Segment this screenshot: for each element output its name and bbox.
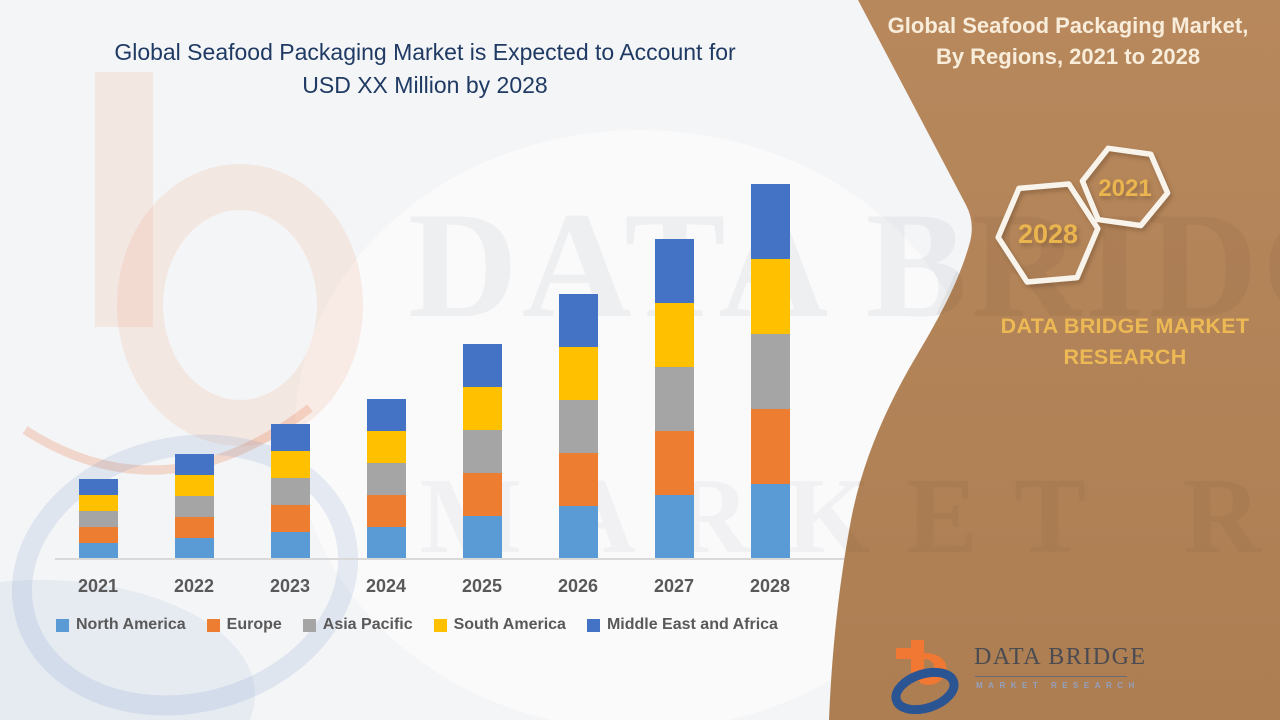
legend-item-middle-east-and-africa: Middle East and Africa [586, 616, 778, 634]
chart-title-line-1: Global Seafood Packaging Market is Expec… [114, 39, 736, 65]
hexagon-badge-2021-shape [1079, 145, 1171, 229]
bar-segment-2028-north-america [750, 484, 790, 559]
legend-swatch-middle-east-and-africa [586, 619, 600, 632]
x-axis-label-2027: 2027 [653, 576, 695, 596]
bar-segment-2028-middle-east-and-africa [750, 184, 790, 259]
legend-label-middle-east-and-africa: Middle East and Africa [606, 616, 778, 633]
sidebar-title: Global Seafood Packaging Market, By Regi… [868, 11, 1268, 73]
bar-segment-2028-europe [750, 409, 790, 484]
bar-segment-2024-middle-east-and-africa [366, 399, 406, 431]
bar-segment-2021-middle-east-and-africa [78, 479, 118, 495]
watermark-b-stem [95, 72, 153, 327]
legend-label-north-america: North America [76, 616, 186, 633]
logo-underline [975, 676, 1127, 677]
bar-segment-2028-south-america [750, 259, 790, 334]
watermark-b-bowl [117, 164, 363, 446]
bar-segment-2024-europe [366, 495, 406, 527]
legend-item-asia-pacific: Asia Pacific [302, 616, 413, 634]
legend-swatch-asia-pacific [302, 619, 316, 632]
bar-segment-2027-north-america [654, 495, 694, 559]
bar-segment-2024-south-america [366, 431, 406, 463]
logo-b-arm [896, 648, 919, 659]
sidebar-panel [829, 0, 1280, 720]
badge-year-2021: 2021 [1098, 175, 1151, 202]
bar-segment-2023-europe [270, 505, 310, 532]
x-axis-label-2023: 2023 [269, 576, 311, 596]
bar-segment-2022-europe [174, 517, 214, 538]
bar-segment-2026-asia-pacific [558, 400, 598, 453]
bar-segment-2023-north-america [270, 532, 310, 559]
bar-segment-2025-north-america [462, 516, 502, 559]
x-axis-label-2025: 2025 [461, 576, 503, 596]
watermark-swoosh-fill [0, 580, 255, 720]
sidebar-brand-text: DATA BRIDGE MARKET RESEARCH [1000, 314, 1250, 369]
legend-swatch-south-america [433, 619, 447, 632]
bar-segment-2026-south-america [558, 347, 598, 400]
bar-segment-2025-middle-east-and-africa [462, 344, 502, 387]
bar-segment-2021-asia-pacific [78, 511, 118, 527]
bar-segment-2021-europe [78, 527, 118, 543]
chart-title: Global Seafood Packaging Market is Expec… [85, 36, 765, 101]
bar-segment-2023-middle-east-and-africa [270, 424, 310, 451]
legend-swatch-europe [206, 619, 220, 632]
sidebar-title-line-2: By Regions, 2021 to 2028 [935, 43, 1201, 69]
bar-segment-2022-asia-pacific [174, 496, 214, 517]
bar-segment-2026-middle-east-and-africa [558, 294, 598, 347]
x-axis-label-2024: 2024 [365, 576, 407, 596]
legend-swatch-north-america [56, 619, 69, 632]
bar-segment-2021-south-america [78, 495, 118, 511]
bar-segment-2027-middle-east-and-africa [654, 239, 694, 303]
x-axis-line [55, 558, 847, 560]
x-axis-label-2022: 2022 [173, 576, 215, 596]
x-axis-label-2021: 2021 [77, 576, 119, 596]
logo-subtitle: MARKET RESEARCH [976, 681, 1140, 690]
bar-segment-2023-asia-pacific [270, 478, 310, 505]
bar-segment-2027-europe [654, 431, 694, 495]
data-bridge-logo-icon [891, 640, 959, 714]
bar-segment-2022-north-america [174, 538, 214, 559]
watermark-highlight-ellipse [295, 130, 985, 720]
logo-wordmark: DATA BRIDGE [974, 644, 1147, 670]
legend-label-south-america: South America [453, 616, 566, 633]
bar-segment-2026-north-america [558, 506, 598, 559]
bar-segment-2027-south-america [654, 303, 694, 367]
chart-legend: North America Europe Asia Pacific South Ame… [56, 616, 778, 634]
legend-label-asia-pacific: Asia Pacific [322, 616, 413, 633]
x-axis-label-2026: 2026 [557, 576, 599, 596]
hexagon-badge-2028-shape [995, 181, 1101, 285]
legend-item-south-america: South America [433, 616, 566, 634]
watermark-swoosh-ring [11, 434, 359, 716]
bar-segment-2026-europe [558, 453, 598, 506]
brand-logo: DATA BRIDGE MARKET RESEARCH [890, 636, 1220, 716]
x-axis-label-2028: 2028 [749, 576, 791, 596]
badge-year-2028: 2028 [1018, 219, 1078, 249]
bar-segment-2025-asia-pacific [462, 430, 502, 473]
bar-segment-2027-asia-pacific [654, 367, 694, 431]
bar-segment-2028-asia-pacific [750, 334, 790, 409]
bar-segment-2025-south-america [462, 387, 502, 430]
logo-swoosh [891, 667, 959, 714]
bar-segment-2024-asia-pacific [366, 463, 406, 495]
sidebar-title-line-1: Global Seafood Packaging Market, [887, 13, 1249, 38]
chart-title-line-2: USD XX Million by 2028 [302, 71, 548, 98]
bar-segment-2021-north-america [78, 543, 118, 559]
bar-segment-2024-north-america [366, 527, 406, 559]
bar-segment-2022-south-america [174, 475, 214, 496]
bar-segment-2025-europe [462, 473, 502, 516]
year-badges: 2028 2021 [995, 145, 1171, 285]
legend-item-north-america: North America [56, 616, 186, 634]
legend-item-europe: Europe [206, 616, 282, 634]
bar-segment-2022-middle-east-and-africa [174, 454, 214, 475]
bar-segment-2023-south-america [270, 451, 310, 478]
legend-label-europe: Europe [226, 616, 282, 633]
